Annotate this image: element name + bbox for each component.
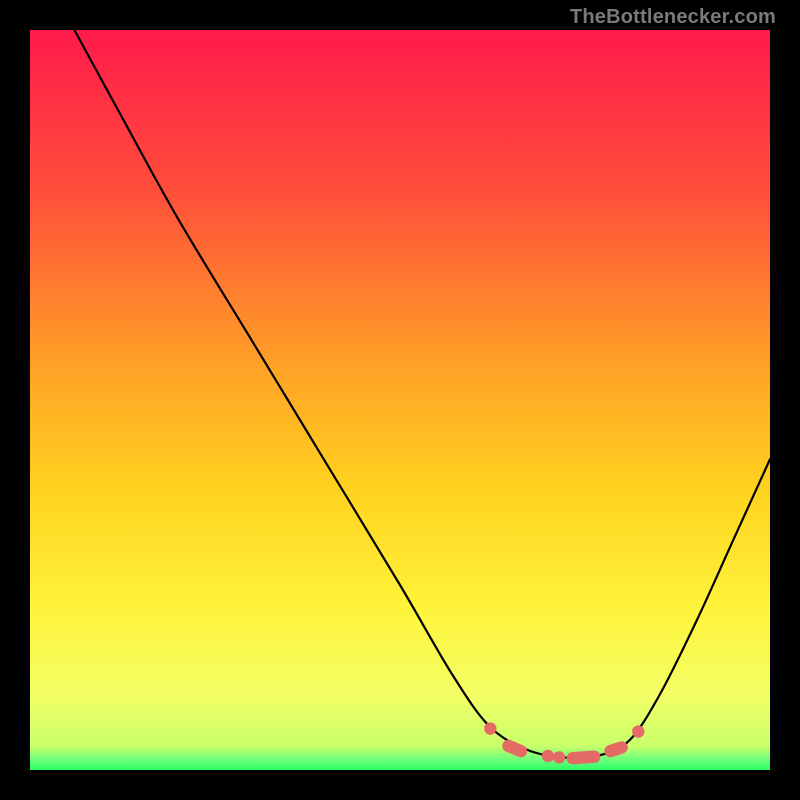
curve-marker [632, 725, 644, 737]
chart-wrapper: TheBottlenecker.com [0, 0, 800, 800]
plot-area [30, 30, 770, 770]
watermark-text: TheBottlenecker.com [570, 6, 776, 29]
chart-svg [0, 0, 800, 800]
curve-marker [566, 750, 601, 765]
curve-marker [484, 722, 496, 734]
curve-marker [542, 750, 554, 762]
curve-marker [553, 751, 565, 763]
